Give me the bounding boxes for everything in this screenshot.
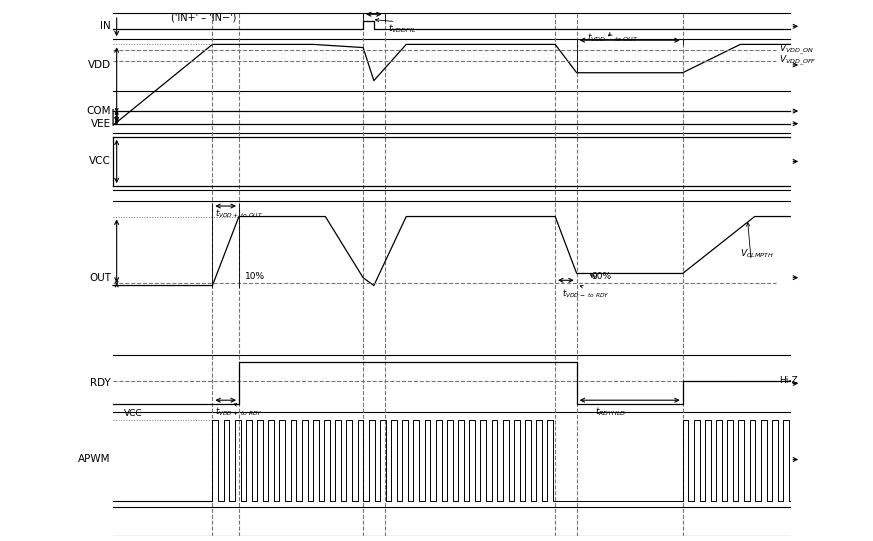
Text: IN: IN xyxy=(100,21,111,31)
Text: $V_{CLMPTH}$: $V_{CLMPTH}$ xyxy=(740,248,774,260)
Text: 10%: 10% xyxy=(244,272,265,281)
Text: ('IN+' – 'IN−'): ('IN+' – 'IN−') xyxy=(171,12,236,22)
Text: $t_{RDYHLD}$: $t_{RDYHLD}$ xyxy=(595,405,626,418)
Text: $t_{VDD+\ to\ RDY}$: $t_{VDD+\ to\ RDY}$ xyxy=(215,405,263,418)
Text: VEE: VEE xyxy=(91,118,111,129)
Text: Hi-Z: Hi-Z xyxy=(780,377,798,385)
Text: 90%: 90% xyxy=(591,272,611,281)
Text: APWM: APWM xyxy=(79,454,111,465)
Text: $t_{VDD+\ to\ OUT}$: $t_{VDD+\ to\ OUT}$ xyxy=(215,208,263,220)
Text: $t_{VDD-\ to\ OUT}$: $t_{VDD-\ to\ OUT}$ xyxy=(588,31,639,44)
Text: RDY: RDY xyxy=(90,378,111,388)
Text: $t_{VDDFIL}$: $t_{VDDFIL}$ xyxy=(388,23,416,35)
Text: OUT: OUT xyxy=(89,273,111,282)
Text: VCC: VCC xyxy=(124,408,142,418)
Text: VCC: VCC xyxy=(89,156,111,167)
Text: $V_{VDD\_OFF}$: $V_{VDD\_OFF}$ xyxy=(780,54,817,68)
Text: VDD: VDD xyxy=(88,60,111,70)
Text: $t_{VDD-\ to\ RDY}$: $t_{VDD-\ to\ RDY}$ xyxy=(562,287,610,300)
Text: COM: COM xyxy=(86,106,111,116)
Text: $V_{VDD\_ON}$: $V_{VDD\_ON}$ xyxy=(780,43,815,57)
